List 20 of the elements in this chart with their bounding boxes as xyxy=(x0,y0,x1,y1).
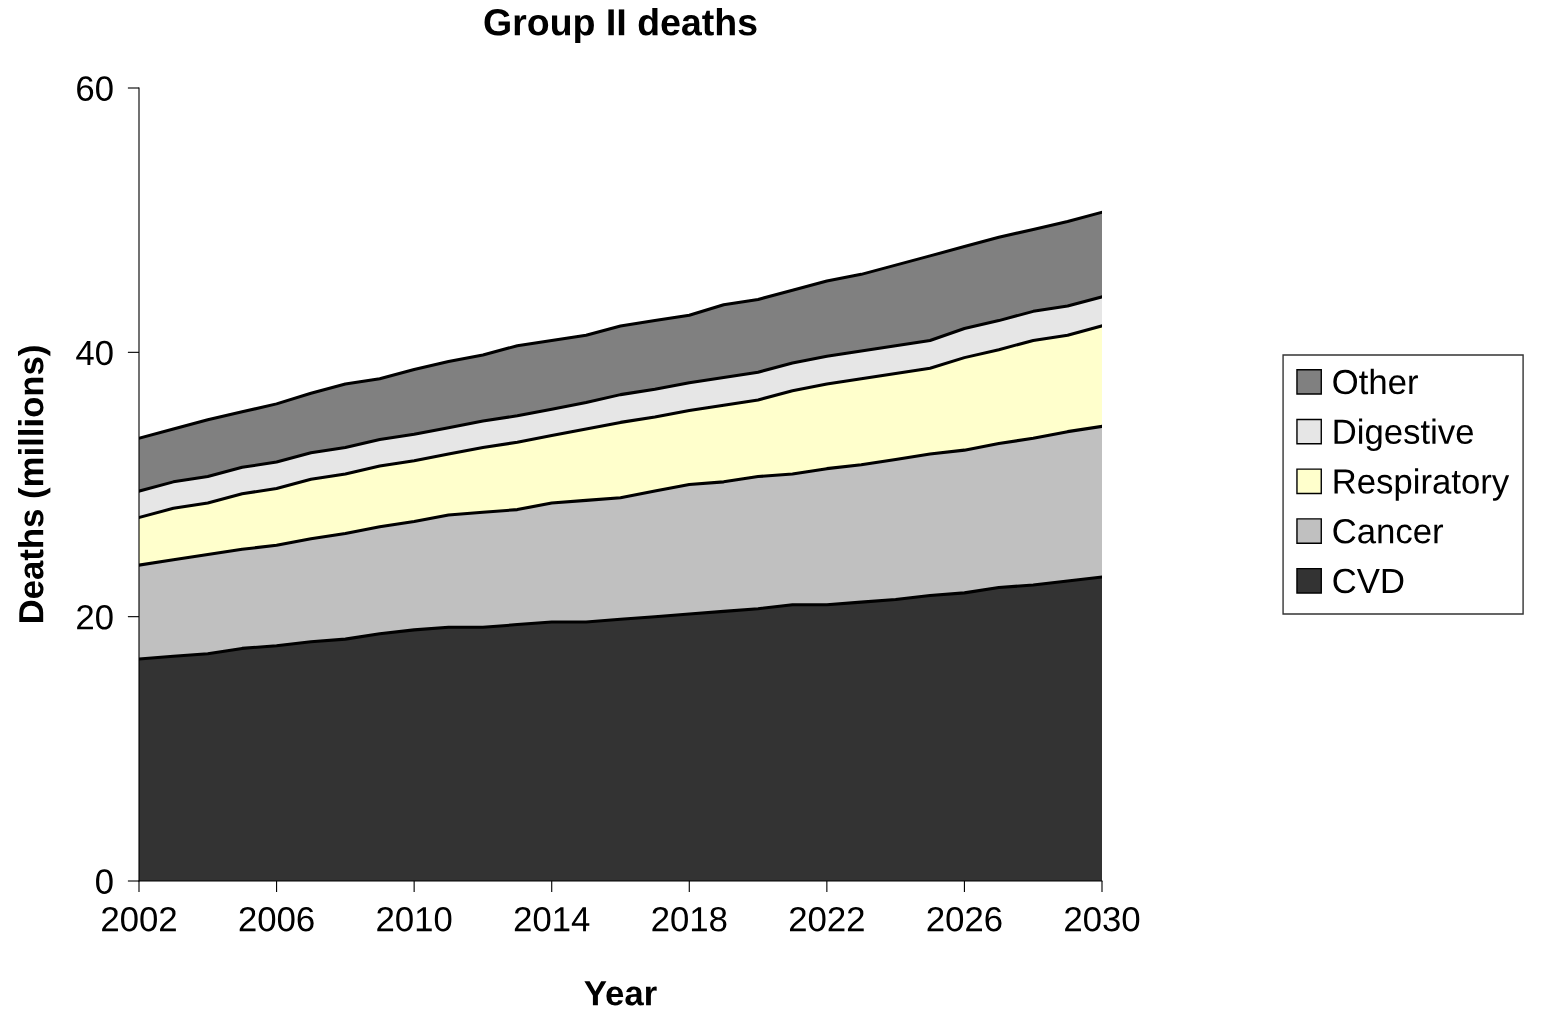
x-tick-label: 2022 xyxy=(789,906,864,932)
x-tick-label: 2018 xyxy=(652,906,727,932)
legend-label: Digestive xyxy=(1334,418,1473,451)
x-tick-label: 2026 xyxy=(927,906,1002,932)
x-tick-label: 2006 xyxy=(239,906,314,932)
x-tick-label: 2030 xyxy=(1065,906,1140,932)
legend-label: Respiratory xyxy=(1334,468,1510,501)
x-tick-label: 2014 xyxy=(514,906,590,932)
y-tick-label: 20 xyxy=(77,605,113,630)
legend-label: Other xyxy=(1333,368,1418,395)
y-tick-label: 0 xyxy=(96,869,113,894)
legend-label: Cancer xyxy=(1333,518,1444,544)
legend-label: CVD xyxy=(1333,568,1404,594)
y-tick-label: 60 xyxy=(77,76,113,101)
chart-title: Group II deaths xyxy=(484,8,757,43)
y-tick-label: 40 xyxy=(76,340,113,366)
x-tick-label: 2010 xyxy=(377,906,452,932)
y-axis-title: Deaths (millions) xyxy=(18,346,51,623)
x-tick-label: 2002 xyxy=(102,906,176,932)
x-axis-title: Year xyxy=(584,981,657,1006)
